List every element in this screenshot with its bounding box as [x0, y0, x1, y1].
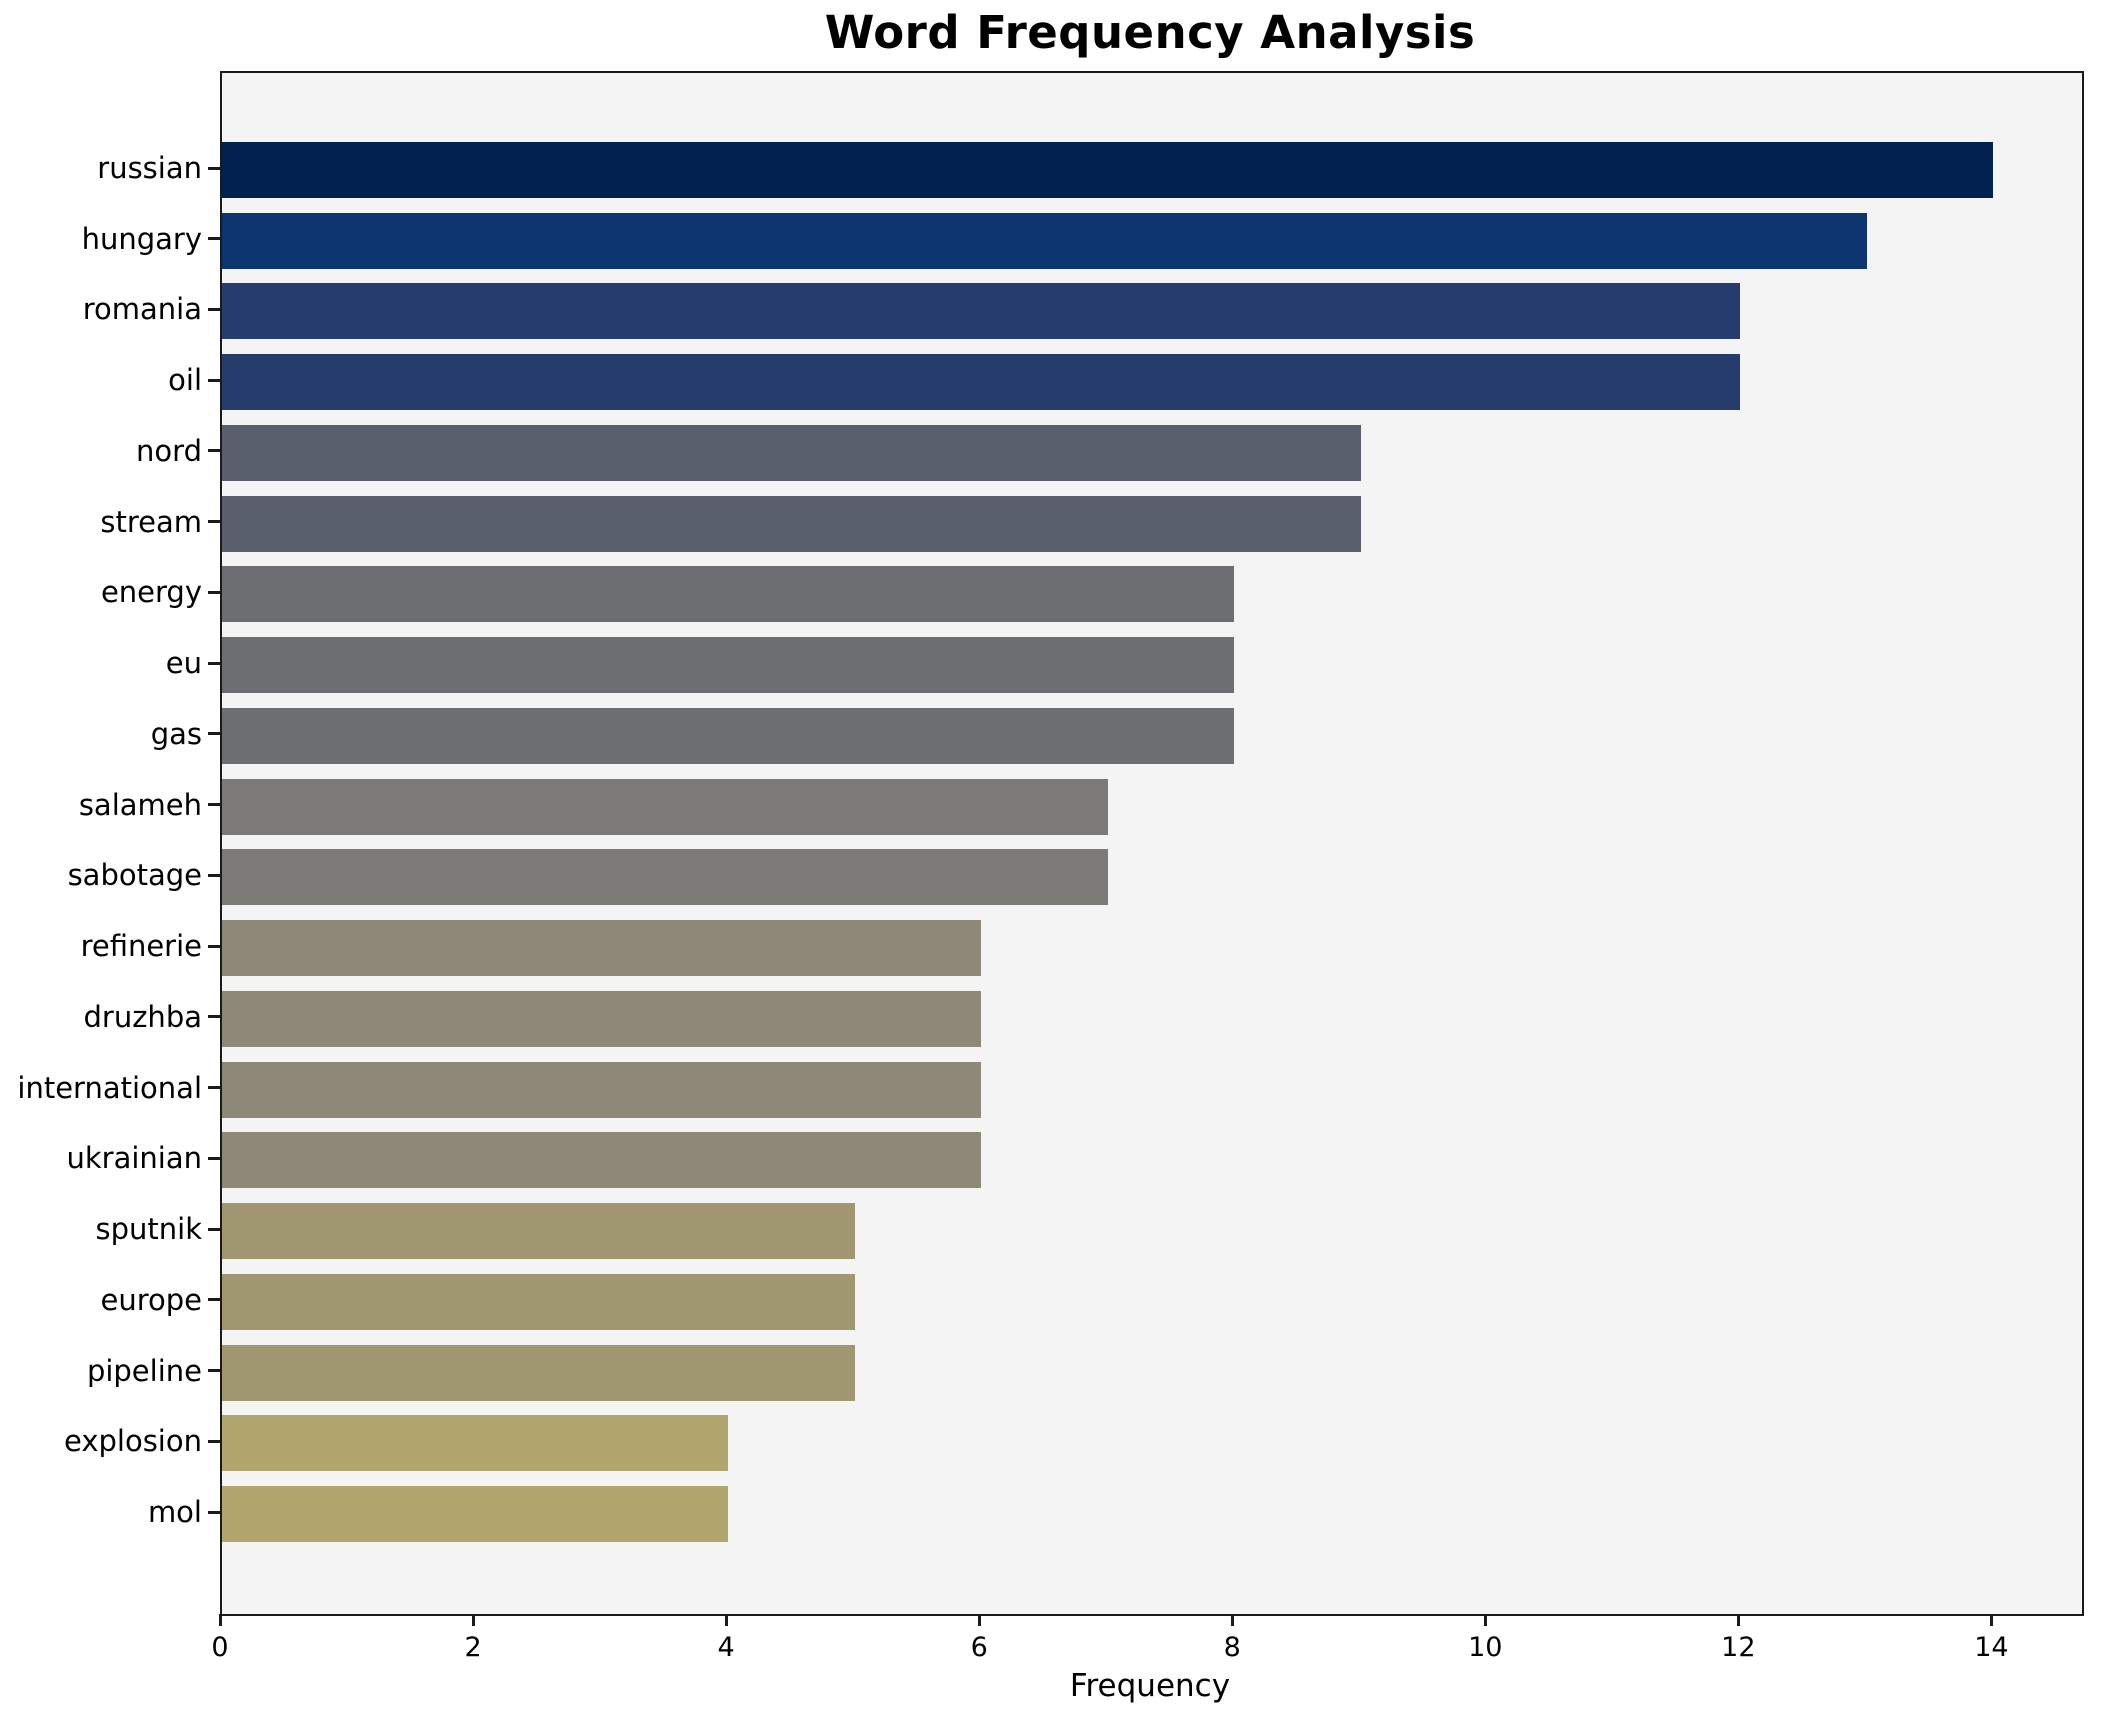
y-tick-mark	[208, 1015, 220, 1019]
bar-gas	[222, 707, 1235, 764]
y-tick-label: international	[17, 1070, 202, 1105]
y-tick-label: eu	[165, 646, 202, 681]
y-tick-label: salameh	[78, 787, 202, 822]
y-tick-label: gas	[150, 716, 202, 751]
y-tick-mark	[208, 1156, 220, 1160]
y-tick-mark	[208, 1369, 220, 1373]
y-tick-label: hungary	[81, 221, 202, 256]
bar-pipeline	[222, 1344, 855, 1401]
x-tick-mark	[724, 1614, 728, 1626]
y-tick-mark	[208, 873, 220, 877]
x-tick-label: 2	[464, 1632, 482, 1663]
y-tick-mark	[208, 1086, 220, 1090]
y-tick-label: pipeline	[86, 1353, 202, 1388]
x-tick-mark	[1230, 1614, 1234, 1626]
y-tick-mark	[208, 1298, 220, 1302]
y-tick-label: mol	[147, 1495, 202, 1530]
x-tick-mark	[471, 1614, 475, 1626]
y-tick-label: druzhba	[83, 999, 203, 1034]
bar-oil	[222, 354, 1741, 411]
y-tick-label: oil	[168, 363, 202, 398]
chart-title: Word Frequency Analysis	[824, 6, 1476, 59]
y-tick-mark	[208, 661, 220, 665]
bar-hungary	[222, 212, 1867, 269]
y-tick-label: sabotage	[67, 858, 202, 893]
y-tick-mark	[208, 803, 220, 807]
bar-romania	[222, 283, 1741, 340]
bar-europe	[222, 1273, 855, 1330]
x-tick-label: 14	[1974, 1632, 2009, 1663]
bar-explosion	[222, 1415, 729, 1472]
x-tick-mark	[977, 1614, 981, 1626]
y-tick-label: energy	[100, 575, 202, 610]
x-tick-mark	[218, 1614, 222, 1626]
x-tick-label: 4	[717, 1632, 735, 1663]
y-tick-label: stream	[100, 504, 202, 539]
x-tick-mark	[1736, 1614, 1740, 1626]
y-tick-mark	[208, 1439, 220, 1443]
bar-nord	[222, 424, 1361, 481]
x-tick-label: 6	[970, 1632, 988, 1663]
y-tick-mark	[208, 237, 220, 241]
y-tick-mark	[208, 520, 220, 524]
bar-mol	[222, 1486, 729, 1543]
bar-sabotage	[222, 849, 1108, 906]
bar-salameh	[222, 778, 1108, 835]
x-tick-mark	[1989, 1614, 1993, 1626]
x-tick-label: 8	[1223, 1632, 1241, 1663]
bar-energy	[222, 566, 1235, 623]
x-tick-label: 12	[1721, 1632, 1756, 1663]
y-tick-mark	[208, 166, 220, 170]
bar-russian	[222, 142, 1994, 198]
bar-sputnik	[222, 1203, 855, 1260]
y-tick-label: russian	[97, 151, 202, 185]
bar-ukrainian	[222, 1132, 982, 1189]
y-tick-label: sputnik	[95, 1212, 203, 1247]
y-tick-mark	[208, 1510, 220, 1514]
y-tick-label: refinerie	[80, 929, 202, 964]
y-tick-mark	[208, 1227, 220, 1231]
x-axis-label: Frequency	[1069, 1668, 1231, 1704]
bar-stream	[222, 495, 1361, 552]
x-tick-label: 10	[1468, 1632, 1503, 1663]
y-tick-label: nord	[136, 433, 202, 468]
plot-area	[220, 71, 2084, 1616]
y-tick-mark	[208, 449, 220, 453]
y-tick-label: europe	[100, 1282, 203, 1317]
y-tick-mark	[208, 307, 220, 311]
y-tick-mark	[208, 590, 220, 594]
bar-international	[222, 1061, 982, 1118]
bar-eu	[222, 637, 1235, 694]
bar-druzhba	[222, 990, 982, 1047]
y-tick-mark	[208, 944, 220, 948]
x-tick-mark	[1483, 1614, 1487, 1626]
y-tick-label: explosion	[64, 1424, 202, 1459]
y-tick-mark	[208, 732, 220, 736]
y-tick-label: romania	[82, 292, 202, 327]
y-tick-mark	[208, 378, 220, 382]
x-tick-label: 0	[211, 1632, 229, 1663]
y-tick-label: ukrainian	[66, 1141, 202, 1176]
bar-refinerie	[222, 920, 982, 977]
